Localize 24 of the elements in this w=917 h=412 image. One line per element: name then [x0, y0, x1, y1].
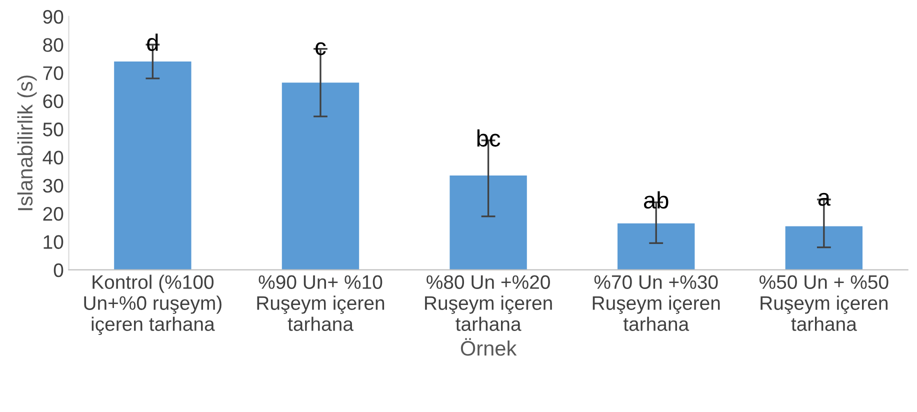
y-tick-label: 50	[43, 122, 64, 136]
bar	[618, 223, 695, 270]
y-tick-label: 30	[43, 178, 64, 193]
annotation: ab	[644, 191, 668, 209]
y-tick-label: 0	[54, 263, 64, 278]
x-axis-title: Örnek	[460, 338, 517, 356]
y-tick-label: 10	[44, 235, 64, 249]
y-tick-label: 20	[43, 207, 64, 221]
x-tick-label: Kontrol (%100 Un+%0 ruşeym) içeren tarhana	[84, 274, 222, 335]
bar	[114, 62, 192, 270]
bar	[450, 176, 527, 270]
bar	[785, 226, 863, 270]
y-tick-label: 60	[43, 94, 64, 108]
annotation: bc	[477, 129, 500, 147]
x-tick-label: %90 Un+ %10 Ruşeym içeren tarhana	[257, 275, 384, 331]
y-tick-label: 40	[42, 150, 64, 164]
y-tick-label: 70	[43, 66, 64, 80]
x-tick-label: %50 Un + %50 Ruşeym içeren tarhana	[759, 275, 888, 331]
x-tick-label: %70 Un +%30 Ruşeym içeren tarhana	[592, 275, 720, 331]
y-axis-title: Islanabilirlik (s)	[17, 76, 37, 210]
y-tick-label: 80	[43, 38, 64, 52]
bar	[282, 82, 360, 270]
x-tick-label: %80 Un +%20 Ruşeym içeren tarhana	[425, 275, 552, 331]
y-tick-label: 90	[43, 10, 64, 24]
